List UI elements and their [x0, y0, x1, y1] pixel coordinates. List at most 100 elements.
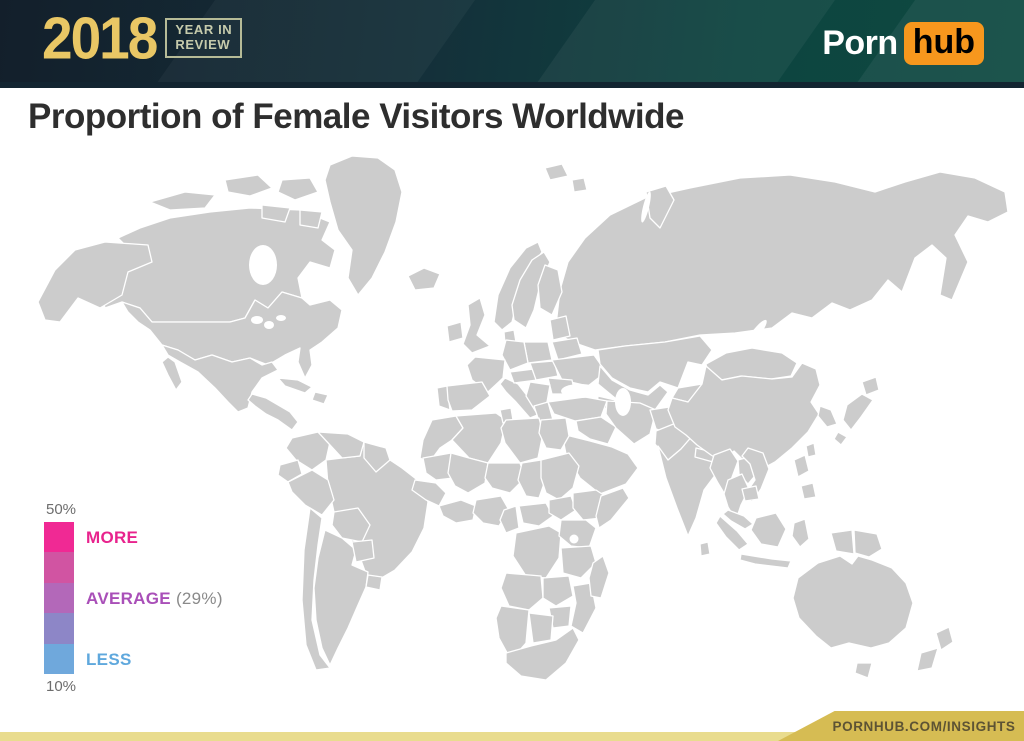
region-cambodia [741, 485, 760, 502]
region-mali [447, 452, 489, 494]
region-paraguay [351, 539, 375, 563]
header-shard [503, 0, 857, 82]
region-central-african-republic [518, 502, 554, 527]
region-korea [817, 405, 838, 428]
pornhub-logo-porn: Porn [822, 24, 898, 63]
region-indonesia-sumatra [715, 515, 749, 551]
ob-gulf [641, 191, 651, 223]
region-arctic-island [299, 209, 323, 229]
pornhub-logo: Porn hub [822, 22, 984, 66]
legend-more-label: MORE [86, 528, 139, 547]
region-dr-congo [512, 525, 562, 579]
region-west-papua [830, 529, 855, 555]
region-peru [287, 469, 335, 516]
region-malaysia [722, 509, 754, 530]
region-papua-new-guinea [853, 529, 883, 558]
region-levant-iraq [575, 416, 617, 445]
region-united-kingdom [462, 297, 491, 354]
legend-average-value: (29%) [175, 589, 223, 608]
region-greenland [324, 155, 403, 296]
region-central-america [247, 393, 299, 431]
footer-url: PORNHUB.COM/INSIGHTS [832, 718, 1016, 734]
map-legend: 50% 10% MORE AVERAGE (29%) LESS [44, 501, 274, 695]
region-philippines [800, 482, 817, 500]
region-svalbard [571, 177, 588, 193]
year-in-review-box: YEAR IN REVIEW [165, 18, 243, 59]
world-map [37, 155, 1009, 681]
caspian-sea [615, 388, 631, 416]
region-iceland [407, 267, 441, 291]
lake-victoria [569, 534, 579, 544]
footer-gold-strip [0, 732, 1024, 741]
hudson-bay [249, 245, 277, 285]
legend-bar [44, 522, 74, 675]
pornhub-logo-hub: hub [903, 22, 984, 66]
year-in-review-logo: 2018 YEAR IN REVIEW [42, 4, 243, 72]
region-sudan [540, 452, 580, 501]
region-niger [484, 462, 526, 494]
region-belarus [551, 337, 583, 361]
region-mexico [161, 344, 279, 413]
region-indonesia-sulawesi [791, 518, 810, 548]
region-indonesia-java [739, 553, 792, 569]
region-germany [501, 339, 529, 371]
region-baja-california [161, 356, 183, 391]
year-in-text: YEAR IN [175, 22, 233, 38]
region-botswana [528, 612, 554, 644]
great-lake [251, 316, 263, 324]
region-poland [523, 341, 553, 364]
region-taiwan [805, 442, 817, 458]
legend-segment-low [44, 613, 74, 644]
region-south-africa [505, 627, 580, 681]
region-thailand [723, 473, 750, 521]
region-madagascar [588, 555, 610, 599]
region-cuba [277, 377, 313, 394]
region-arctic-island [149, 191, 216, 211]
page-title: Proportion of Female Visitors Worldwide [28, 97, 684, 136]
region-iran [605, 400, 657, 445]
legend-bottom-scale: 10% [46, 678, 77, 695]
region-west-africa-coast [438, 499, 477, 524]
region-cameroon [499, 505, 520, 534]
region-finland [537, 264, 563, 316]
region-egypt [538, 417, 570, 451]
region-portugal [436, 385, 451, 411]
region-tasmania [854, 662, 873, 679]
region-central-asia [597, 365, 669, 411]
region-somalia [595, 487, 630, 529]
region-russia [555, 171, 1009, 351]
great-lake [264, 321, 274, 329]
year-2018-text: 2018 [42, 4, 158, 72]
region-indonesia-borneo [750, 512, 787, 548]
region-novaya-zemlya [645, 185, 675, 229]
region-philippines [793, 454, 810, 478]
region-venezuela [317, 431, 365, 459]
region-new-zealand [935, 626, 954, 651]
black-sea [561, 384, 599, 398]
region-japan [861, 376, 880, 396]
region-arctic-island [277, 177, 319, 201]
region-hispaniola [311, 391, 329, 405]
review-text: REVIEW [175, 37, 231, 53]
region-chile [301, 507, 331, 671]
region-central-europe [529, 360, 559, 381]
region-new-zealand [916, 647, 939, 672]
region-ireland [446, 321, 464, 343]
region-mongolia [705, 347, 798, 381]
legend-top-scale: 50% [46, 501, 77, 518]
legend-average-label: AVERAGE (29%) [86, 589, 223, 609]
region-uruguay [365, 574, 383, 591]
legend-segment-more [44, 522, 74, 553]
region-alaska [37, 241, 153, 323]
legend-segment-high [44, 552, 74, 583]
legend-average-text: AVERAGE [86, 589, 171, 608]
legend-less-label: LESS [86, 650, 132, 669]
region-uganda-kenya [558, 519, 597, 549]
region-arctic-island [224, 174, 273, 197]
region-libya [500, 417, 544, 464]
region-arctic-island [261, 204, 291, 223]
legend-segment-average [44, 582, 74, 614]
region-guyanas [363, 441, 391, 473]
region-kazakhstan [597, 335, 713, 393]
